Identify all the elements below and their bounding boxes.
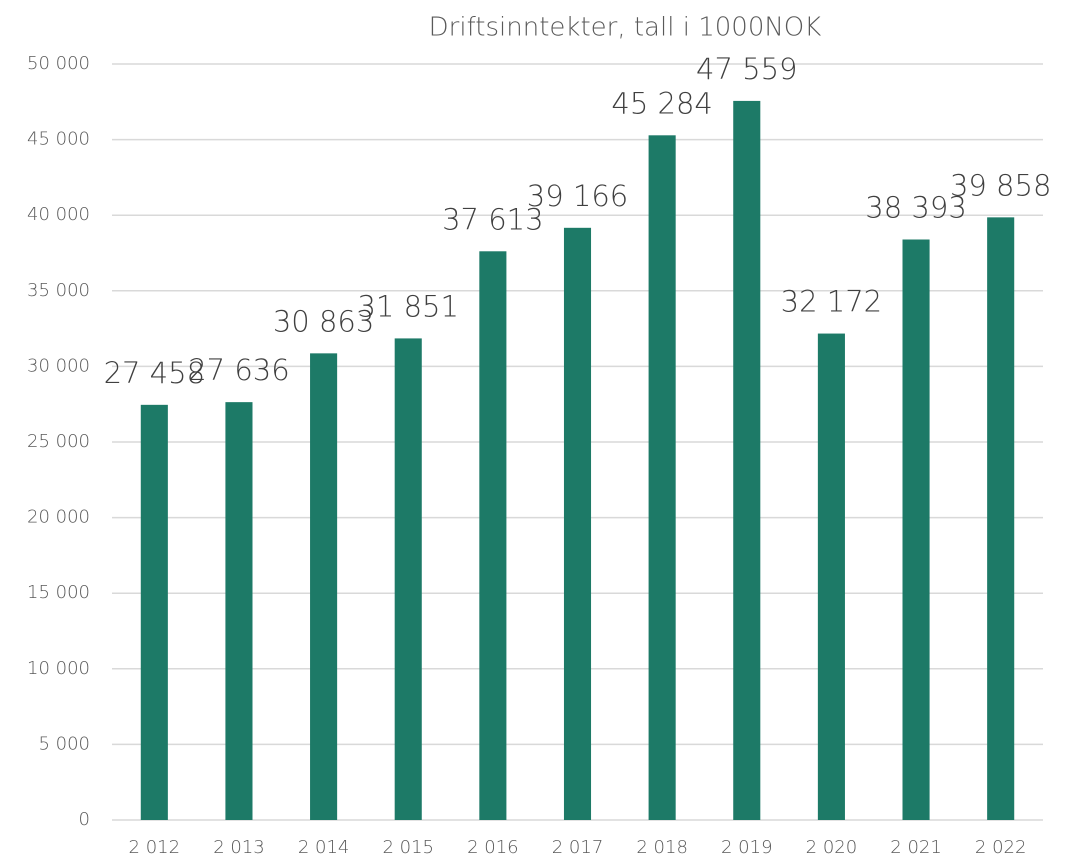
y-tick-label: 30 000 [27,355,90,376]
data-label: 31 851 [357,289,458,323]
y-tick-label: 25 000 [27,431,90,452]
x-tick-label: 2 017 [552,837,604,858]
data-label: 27 636 [188,353,289,387]
bar [648,135,676,821]
data-label: 37 613 [442,202,543,236]
y-tick-label: 5 000 [38,733,90,754]
y-tick-label: 15 000 [27,582,90,603]
y-tick-label: 10 000 [27,658,90,679]
x-tick-label: 2 013 [213,837,265,858]
bar [479,251,507,820]
data-label: 39 166 [527,179,628,213]
bar [987,217,1015,820]
bar [394,338,422,820]
x-tick-label: 2 019 [721,837,773,858]
bar [563,227,592,821]
x-tick-label: 2 018 [636,837,688,858]
x-tick-label: 2 020 [806,837,858,858]
y-tick-label: 50 000 [27,53,90,74]
data-label: 38 393 [865,190,966,224]
chart-title: Driftsinntekter, tall i 1000NOK [429,13,822,43]
bar [902,239,930,821]
data-label: 30 863 [273,304,374,338]
data-label: 27 458 [104,356,205,390]
data-label: 39 858 [950,168,1051,202]
bar [310,353,338,820]
bar [817,333,845,820]
bar [733,100,761,821]
data-label: 47 559 [696,52,797,86]
x-tick-label: 2 021 [890,837,942,858]
y-tick-label: 0 [79,809,90,830]
x-tick-label: 2 016 [467,837,519,858]
y-tick-label: 35 000 [27,280,90,301]
bar [140,404,168,820]
x-tick-label: 2 015 [382,837,434,858]
y-tick-label: 40 000 [27,204,90,225]
x-tick-label: 2 012 [129,837,181,858]
data-label: 32 172 [781,285,882,319]
x-tick-label: 2 022 [975,837,1027,858]
bar [225,402,253,820]
y-tick-label: 45 000 [27,129,90,150]
data-label: 45 284 [611,86,712,120]
x-tick-label: 2 014 [298,837,350,858]
y-tick-label: 20 000 [27,507,90,528]
